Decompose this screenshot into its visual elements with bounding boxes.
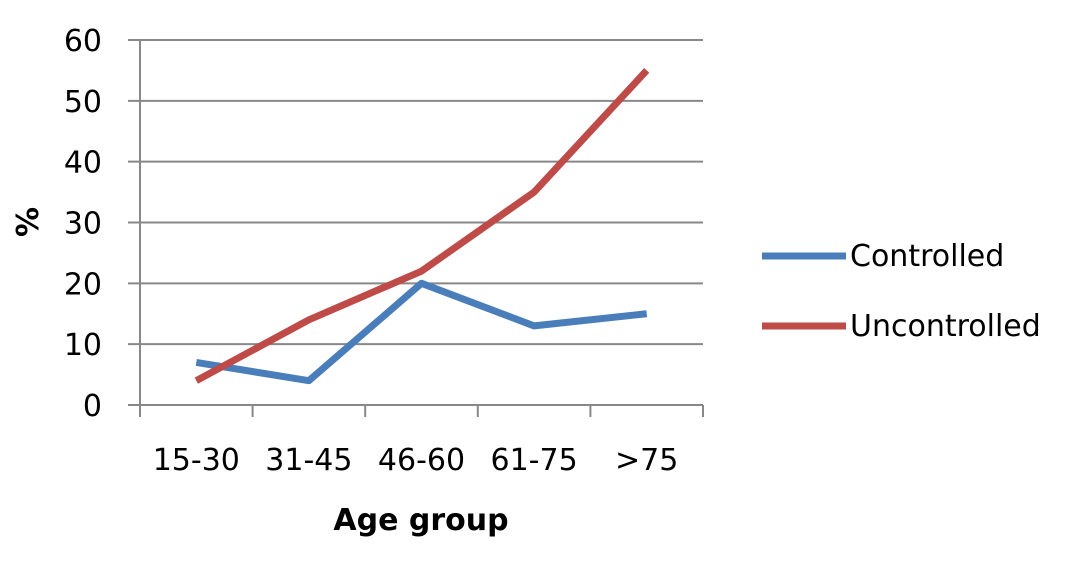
y-tick-label: 60 xyxy=(64,24,102,59)
x-tick-label: 61-75 xyxy=(491,443,578,478)
x-tick-label: 46-60 xyxy=(378,443,465,478)
x-tick-label: >75 xyxy=(615,443,678,478)
series-line-uncontrolled xyxy=(194,68,650,384)
y-tick-label: 20 xyxy=(64,267,102,302)
series-lines xyxy=(194,68,650,385)
x-tick-label: 15-30 xyxy=(153,443,240,478)
series-line-controlled xyxy=(195,279,648,385)
gridlines xyxy=(128,39,703,406)
y-axis-title: % xyxy=(11,207,46,237)
y-tick-label: 10 xyxy=(64,328,102,363)
y-tick-label: 40 xyxy=(64,146,102,181)
y-tick-label: 30 xyxy=(64,207,102,242)
y-axis-ticks: 0 10 20 30 40 50 60 xyxy=(64,24,102,424)
legend: Controlled Uncontrolled xyxy=(762,239,1041,344)
y-tick-label: 0 xyxy=(83,389,102,424)
x-axis-title: Age group xyxy=(333,503,508,538)
x-axis: 15-30 31-45 46-60 61-75 >75 xyxy=(139,404,704,478)
x-tick-label: 31-45 xyxy=(265,443,352,478)
legend-label-controlled: Controlled xyxy=(850,239,1004,274)
legend-label-uncontrolled: Uncontrolled xyxy=(850,309,1041,344)
y-tick-label: 50 xyxy=(64,85,102,120)
